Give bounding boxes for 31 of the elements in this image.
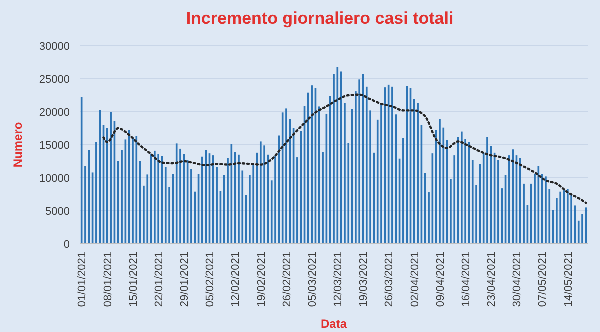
x-tick-label: 19/02/2021 <box>256 252 268 308</box>
x-tick-label: 12/03/2021 <box>332 252 345 308</box>
x-tick-label: 15/01/2021 <box>128 252 140 308</box>
y-tick-label: 15000 <box>39 140 70 152</box>
y-tick-label: 30000 <box>39 40 70 53</box>
chart-title: Incremento giornaliero casi totali <box>186 9 454 28</box>
x-axis-title: Data <box>320 317 348 331</box>
x-tick-label: 14/05/2021 <box>562 252 575 308</box>
x-tick-label: 09/04/2021 <box>434 252 447 308</box>
x-tick-label: 26/03/2021 <box>384 252 396 308</box>
x-tick-label: 23/04/2021 <box>486 252 498 308</box>
x-tick-label: 19/03/2021 <box>358 252 370 308</box>
x-tick-label: 01/01/2021 <box>76 252 89 308</box>
x-tick-label: 02/04/2021 <box>409 252 422 308</box>
x-tick-label: 12/02/2021 <box>230 252 242 308</box>
x-tick-label: 30/04/2021 <box>512 252 524 308</box>
y-axis-title: Numero <box>11 122 25 168</box>
line-series <box>102 94 588 204</box>
y-tick-label: 0 <box>64 238 70 251</box>
x-tick-label: 26/02/2021 <box>281 252 294 308</box>
x-tick-label: 16/04/2021 <box>460 252 472 308</box>
x-tick-label: 08/01/2021 <box>102 252 114 308</box>
y-tick-label: 25000 <box>39 74 70 86</box>
x-tick-label: 22/01/2021 <box>153 252 166 308</box>
x-tick-label: 29/01/2021 <box>179 252 192 308</box>
x-tick-label: 05/02/2021 <box>204 252 217 308</box>
y-tick-label: 10000 <box>39 172 70 185</box>
x-tick-label: 07/05/2021 <box>537 252 550 308</box>
x-tick-label: 05/03/2021 <box>306 252 319 308</box>
y-tick-label: 5000 <box>46 206 70 218</box>
y-tick-label: 20000 <box>39 106 70 119</box>
